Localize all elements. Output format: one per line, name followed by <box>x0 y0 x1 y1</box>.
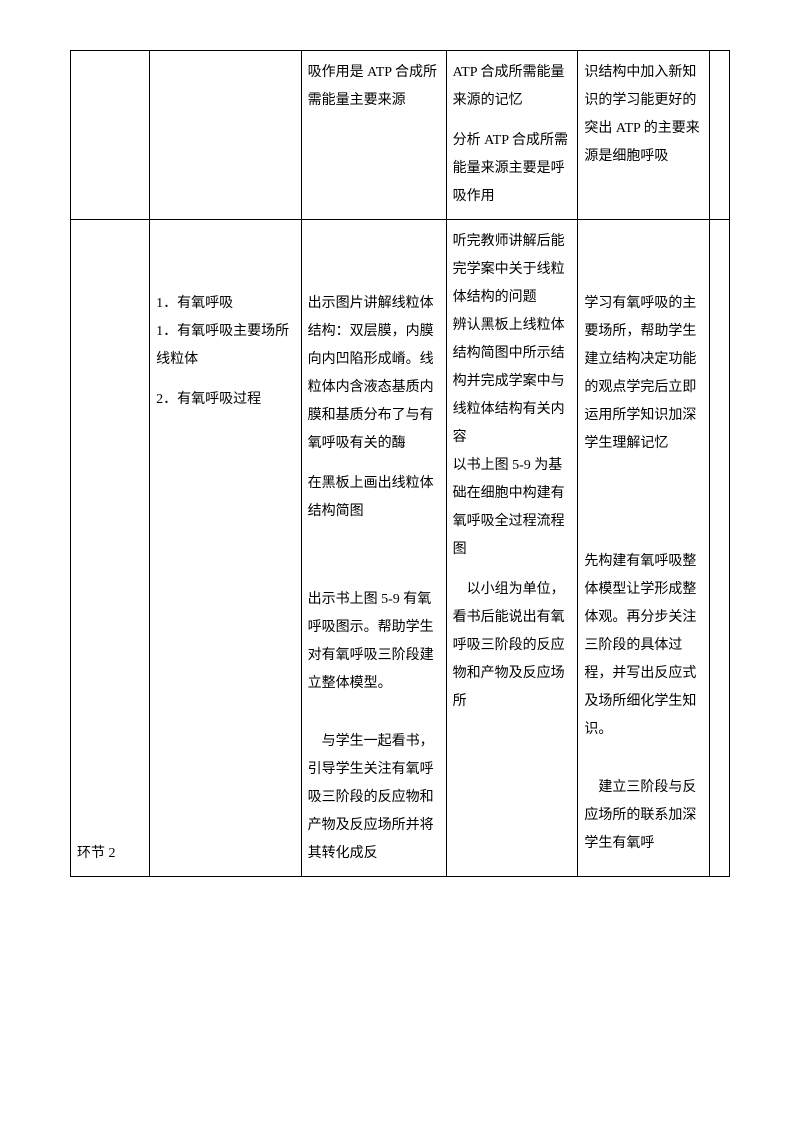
row2-col2: 1．有氧呼吸 1．有氧呼吸主要场所线粒体 2．有氧呼吸过程 <box>150 220 302 877</box>
row2-col1: 环节 2 <box>71 220 150 877</box>
cell-paragraph: 以小组为单位，看书后能说出有氧呼吸三阶段的反应物和产物及反应场所 <box>453 576 572 716</box>
cell-paragraph: 出示书上图 5-9 有氧呼吸图示。帮助学生对有氧呼吸三阶段建立整体模型。 <box>308 586 440 698</box>
cell-paragraph: ATP 合成所需能量来源的记忆 <box>453 59 572 115</box>
cell-paragraph: 听完教师讲解后能完学案中关于线粒体结构的问题 <box>453 228 572 312</box>
lesson-plan-table: 吸作用是 ATP 合成所需能量主要来源 ATP 合成所需能量来源的记忆 分析 A… <box>70 50 730 877</box>
cell-paragraph: 分析 ATP 合成所需能量来源主要是呼吸作用 <box>453 127 572 211</box>
row1-col4: ATP 合成所需能量来源的记忆 分析 ATP 合成所需能量来源主要是呼吸作用 <box>446 51 578 220</box>
cell-paragraph: 建立三阶段与反应场所的联系加深学生有氧呼 <box>584 774 703 858</box>
row2-col4: 听完教师讲解后能完学案中关于线粒体结构的问题 辨认黑板上线粒体结构简图中所示结构… <box>446 220 578 877</box>
row1-col1 <box>71 51 150 220</box>
cell-paragraph: 以书上图 5-9 为基础在细胞中构建有氧呼吸全过程流程图 <box>453 452 572 564</box>
cell-paragraph: 学习有氧呼吸的主要场所，帮助学生建立结构决定功能的观点学完后立即运用所学知识加深… <box>584 290 703 458</box>
cell-paragraph: 出示图片讲解线粒体结构：双层膜，内膜向内凹陷形成嵴。线粒体内含液态基质内膜和基质… <box>308 290 440 458</box>
row1-col6 <box>710 51 730 220</box>
cell-paragraph: 辨认黑板上线粒体结构简图中所示结构并完成学案中与线粒体结构有关内容 <box>453 312 572 452</box>
row1-col5: 识结构中加入新知识的学习能更好的突出 ATP 的主要来源是细胞呼吸 <box>578 51 710 220</box>
row2-col5: 学习有氧呼吸的主要场所，帮助学生建立结构决定功能的观点学完后立即运用所学知识加深… <box>578 220 710 877</box>
cell-paragraph: 1．有氧呼吸主要场所线粒体 <box>156 318 295 374</box>
row1-col3: 吸作用是 ATP 合成所需能量主要来源 <box>301 51 446 220</box>
row1-col2 <box>150 51 302 220</box>
row2-col3: 出示图片讲解线粒体结构：双层膜，内膜向内凹陷形成嵴。线粒体内含液态基质内膜和基质… <box>301 220 446 877</box>
table-row: 环节 2 1．有氧呼吸 1．有氧呼吸主要场所线粒体 2．有氧呼吸过程 出示图片讲… <box>71 220 730 877</box>
cell-paragraph: 1．有氧呼吸 <box>156 290 295 318</box>
cell-paragraph: 2．有氧呼吸过程 <box>156 386 295 414</box>
row2-col6 <box>710 220 730 877</box>
cell-paragraph: 在黑板上画出线粒体结构简图 <box>308 470 440 526</box>
cell-paragraph: 先构建有氧呼吸整体模型让学形成整体观。再分步关注三阶段的具体过程，并写出反应式及… <box>584 548 703 744</box>
cell-paragraph: 与学生一起看书，引导学生关注有氧呼吸三阶段的反应物和产物及反应场所并将其转化成反 <box>308 728 440 868</box>
table-row: 吸作用是 ATP 合成所需能量主要来源 ATP 合成所需能量来源的记忆 分析 A… <box>71 51 730 220</box>
